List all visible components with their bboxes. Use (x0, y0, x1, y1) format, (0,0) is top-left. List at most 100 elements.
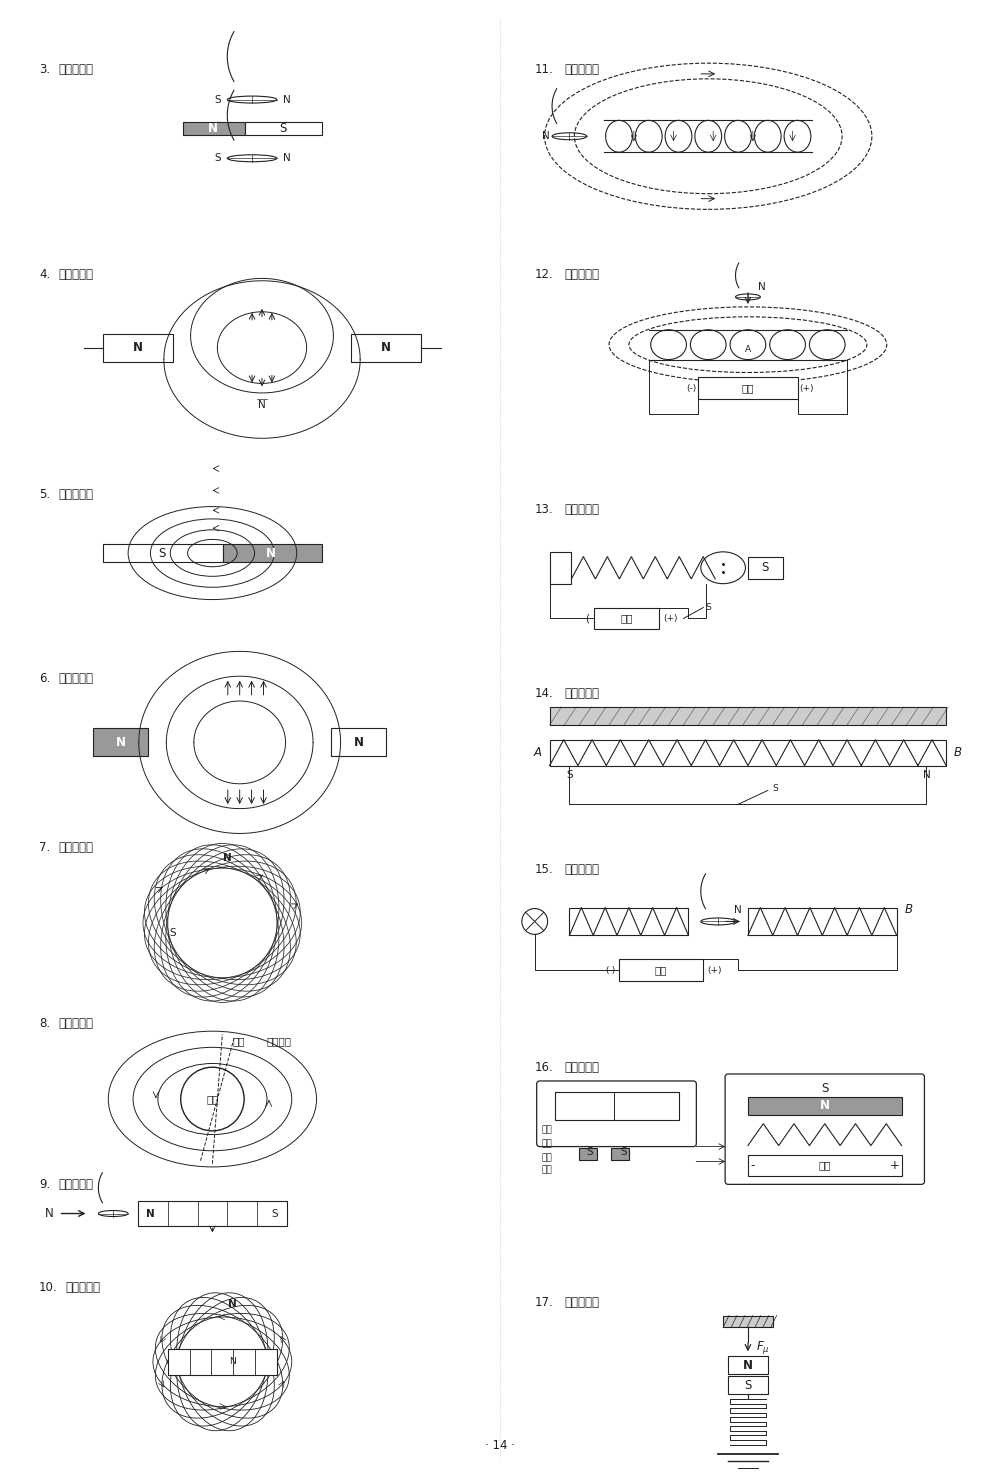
Text: N: N (734, 905, 742, 915)
Text: 如图所示。: 如图所示。 (564, 863, 599, 875)
Bar (103, 545, 223, 562)
Text: 12.: 12. (535, 269, 553, 282)
Text: N: N (229, 1358, 236, 1367)
Bar (748, 1154, 902, 1176)
Text: N: N (266, 546, 276, 559)
Text: 如图所示。: 如图所示。 (564, 503, 599, 517)
Text: N: N (923, 769, 930, 779)
Text: 如图所示。: 如图所示。 (59, 1178, 94, 1191)
Text: (+): (+) (799, 384, 814, 393)
Text: 4.: 4. (39, 269, 50, 282)
Bar (245, 123, 322, 136)
Text: 16.: 16. (535, 1061, 553, 1075)
Text: 如图所示。: 如图所示。 (564, 269, 599, 282)
Text: N: N (116, 737, 126, 748)
Text: N: N (758, 282, 766, 292)
Bar (351, 334, 421, 362)
Text: · 14 ·: · 14 · (485, 1439, 515, 1452)
Text: N: N (258, 400, 266, 410)
FancyBboxPatch shape (537, 1080, 696, 1147)
Text: N: N (146, 1209, 154, 1219)
Bar (698, 378, 798, 400)
Bar (569, 908, 688, 936)
Text: 电源: 电源 (819, 1160, 831, 1170)
Text: (: ( (585, 614, 589, 623)
Text: 6.: 6. (39, 672, 50, 685)
Bar (728, 1376, 768, 1393)
Text: 如图所示。: 如图所示。 (564, 63, 599, 75)
Text: S: S (762, 561, 769, 574)
Text: 如图所示。: 如图所示。 (59, 269, 94, 282)
Text: 车厢: 车厢 (542, 1125, 552, 1134)
Text: S: S (159, 546, 166, 559)
Text: 电源: 电源 (620, 614, 633, 623)
Text: A: A (534, 747, 542, 759)
Text: S: S (279, 123, 286, 136)
Text: S: S (566, 769, 573, 779)
Bar (748, 908, 897, 936)
Bar (550, 552, 571, 583)
Text: 17.: 17. (535, 1296, 553, 1309)
Bar (748, 556, 783, 579)
Text: B: B (954, 747, 962, 759)
Text: N: N (223, 853, 232, 863)
Text: 8.: 8. (39, 1017, 50, 1030)
Text: 14.: 14. (535, 686, 553, 700)
Text: S: S (744, 1379, 752, 1392)
Bar (728, 1356, 768, 1374)
Bar (550, 707, 946, 725)
Text: +: + (890, 1159, 900, 1172)
Text: 如图所示。: 如图所示。 (564, 686, 599, 700)
Text: S: S (169, 928, 176, 937)
Text: 5.: 5. (39, 489, 50, 502)
Text: S: S (773, 784, 778, 793)
Text: N: N (283, 94, 291, 105)
Bar (723, 1315, 773, 1327)
Text: B: B (905, 903, 913, 917)
Text: 如图所示。: 如图所示。 (59, 672, 94, 685)
Text: N: N (381, 341, 391, 354)
Text: -: - (750, 1159, 754, 1172)
Text: S: S (586, 1147, 593, 1157)
Text: 如图所示。: 如图所示。 (59, 63, 94, 75)
FancyBboxPatch shape (725, 1075, 924, 1184)
Bar (138, 1201, 287, 1227)
Text: 11.: 11. (535, 63, 553, 75)
Text: 如图所示。: 如图所示。 (59, 841, 94, 853)
Bar (619, 959, 703, 982)
Text: 如图所示。: 如图所示。 (564, 1061, 599, 1075)
Bar (594, 608, 659, 629)
Text: 如图所示。: 如图所示。 (66, 1281, 101, 1294)
Text: N: N (283, 154, 291, 164)
Text: N: N (820, 1100, 830, 1113)
Text: N: N (208, 123, 218, 136)
Text: S: S (621, 1147, 627, 1157)
Text: 地理北极: 地理北极 (267, 1036, 292, 1046)
Bar (579, 1147, 597, 1160)
Text: 车厢: 车厢 (542, 1153, 552, 1162)
Text: 3.: 3. (39, 63, 50, 75)
Bar (183, 123, 245, 136)
Text: A: A (745, 345, 751, 354)
Text: 地球: 地球 (206, 1094, 219, 1104)
Bar (93, 729, 148, 756)
Text: 磁轴: 磁轴 (232, 1036, 245, 1046)
Text: N: N (542, 131, 550, 142)
Text: 9.: 9. (39, 1178, 50, 1191)
Bar (550, 739, 946, 766)
Bar (223, 545, 322, 562)
Text: 电源: 电源 (655, 965, 667, 976)
Text: 10.: 10. (39, 1281, 58, 1294)
Bar (555, 1092, 679, 1120)
Text: N: N (45, 1207, 54, 1221)
Text: 线圈: 线圈 (542, 1165, 552, 1173)
Text: N: N (228, 1299, 237, 1309)
Text: 7.: 7. (39, 841, 50, 853)
Text: 15.: 15. (535, 863, 553, 875)
Bar (748, 1097, 902, 1114)
Text: N: N (133, 341, 143, 354)
Text: $F_{\mu}$: $F_{\mu}$ (756, 1339, 769, 1356)
Text: 如图所示。: 如图所示。 (564, 1296, 599, 1309)
Text: 电源: 电源 (742, 384, 754, 394)
Text: S: S (215, 154, 221, 164)
